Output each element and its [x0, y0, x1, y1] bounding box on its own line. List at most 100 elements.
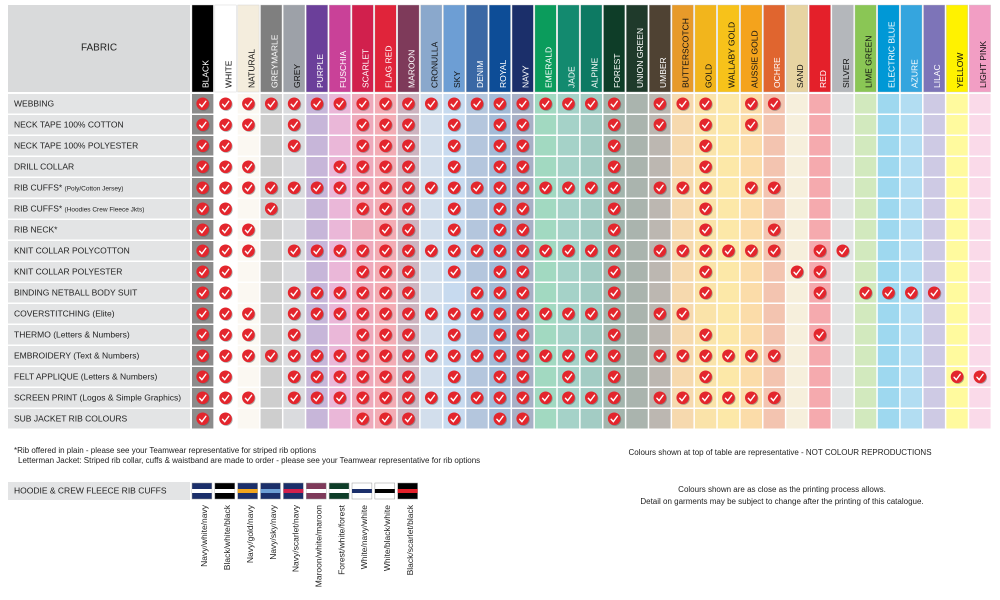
- tick-dot: [379, 286, 392, 300]
- rib-label: White/black/white: [382, 505, 392, 571]
- cell: [260, 136, 282, 156]
- tick-dot: [447, 391, 461, 405]
- colour-swatch: [214, 4, 237, 93]
- tick-check: [404, 268, 413, 276]
- availability-tick: [493, 391, 507, 405]
- availability-tick: [356, 307, 370, 321]
- tick-dot: [333, 181, 347, 195]
- row-label: DRILL COLLAR: [14, 162, 74, 172]
- tick-dot: [196, 412, 209, 426]
- tick-check: [610, 352, 619, 360]
- tick-dot: [539, 391, 552, 405]
- cell: [786, 136, 808, 156]
- availability-tick: [219, 391, 233, 405]
- availability-tick: [493, 349, 507, 363]
- availability-tick: [379, 244, 393, 258]
- availability-tick: [516, 412, 530, 426]
- tick-dot: [402, 181, 415, 195]
- tick-check: [381, 142, 390, 150]
- cell: [740, 262, 762, 282]
- tick-check: [656, 100, 664, 108]
- availability-tick: [287, 328, 302, 342]
- tick-check: [473, 289, 481, 297]
- tick-dot: [219, 265, 232, 279]
- tick-dot: [539, 181, 552, 195]
- tick-dot: [219, 370, 232, 384]
- tick-check: [770, 184, 779, 192]
- cell: [672, 325, 694, 345]
- cell: [626, 220, 648, 240]
- tick-dot: [379, 412, 392, 426]
- cell: [260, 262, 282, 282]
- tick-dot: [264, 181, 278, 195]
- tick-dot: [333, 160, 347, 174]
- tick-dot: [493, 181, 507, 195]
- tick-dot: [356, 202, 370, 216]
- tick-check: [519, 415, 527, 423]
- tick-check: [519, 268, 527, 276]
- tick-dot: [219, 286, 232, 300]
- availability-tick: [447, 97, 462, 111]
- availability-tick: [219, 181, 233, 195]
- tick-check: [450, 205, 459, 213]
- tick-check: [359, 163, 367, 171]
- tick-dot: [402, 307, 415, 321]
- tick-check: [701, 100, 710, 108]
- cell: [923, 262, 945, 282]
- rib-title: HOODIE & CREW FLEECE RIB CUFFS: [14, 485, 167, 495]
- tick-check: [930, 289, 939, 297]
- cell: [969, 178, 991, 198]
- tick-dot: [516, 412, 530, 426]
- tick-dot: [219, 202, 232, 216]
- cell: [946, 409, 968, 429]
- tick-check: [564, 100, 573, 108]
- availability-tick: [424, 244, 439, 258]
- tick-check: [496, 142, 504, 150]
- availability-tick: [493, 139, 507, 153]
- availability-tick: [516, 160, 530, 174]
- colour-name: JADE: [566, 66, 576, 88]
- tick-dot: [447, 97, 461, 111]
- tick-check: [519, 247, 527, 255]
- cell: [717, 304, 740, 324]
- tick-dot: [905, 286, 918, 300]
- availability-tick: [287, 307, 302, 321]
- cell: [832, 346, 854, 366]
- availability-tick: [310, 307, 325, 321]
- cell: [763, 115, 785, 135]
- rib-swatch-stripe: [306, 489, 327, 493]
- row-label-text: FELT APPLIQUE (Letters & Numbers): [14, 372, 157, 382]
- tick-dot: [653, 349, 667, 363]
- availability-tick: [493, 118, 507, 132]
- colour-swatch: [557, 4, 580, 93]
- tick-dot: [607, 328, 621, 342]
- tick-check: [336, 247, 344, 255]
- tick-dot: [196, 244, 209, 258]
- cell: [672, 115, 694, 135]
- availability-tick: [196, 97, 210, 111]
- tick-check: [290, 247, 299, 255]
- cell: [420, 367, 442, 387]
- tick-dot: [287, 307, 301, 321]
- tick-check: [450, 226, 459, 234]
- tick-check: [679, 184, 687, 192]
- tick-dot: [607, 349, 621, 363]
- cell: [809, 409, 831, 429]
- tick-check: [450, 184, 459, 192]
- tick-dot: [402, 412, 415, 426]
- tick-check: [404, 226, 413, 234]
- cell: [923, 115, 945, 135]
- cell: [557, 283, 580, 303]
- colour-swatch: [306, 4, 328, 93]
- cell: [557, 157, 580, 177]
- cell: [717, 199, 740, 219]
- tick-dot: [722, 244, 735, 258]
- tick-check: [701, 247, 710, 255]
- availability-tick: [402, 97, 416, 111]
- availability-tick: [447, 202, 462, 216]
- availability-tick: [767, 97, 782, 111]
- availability-tick: [699, 328, 713, 342]
- tick-check: [359, 205, 367, 213]
- tick-check: [198, 205, 207, 213]
- tick-check: [359, 268, 367, 276]
